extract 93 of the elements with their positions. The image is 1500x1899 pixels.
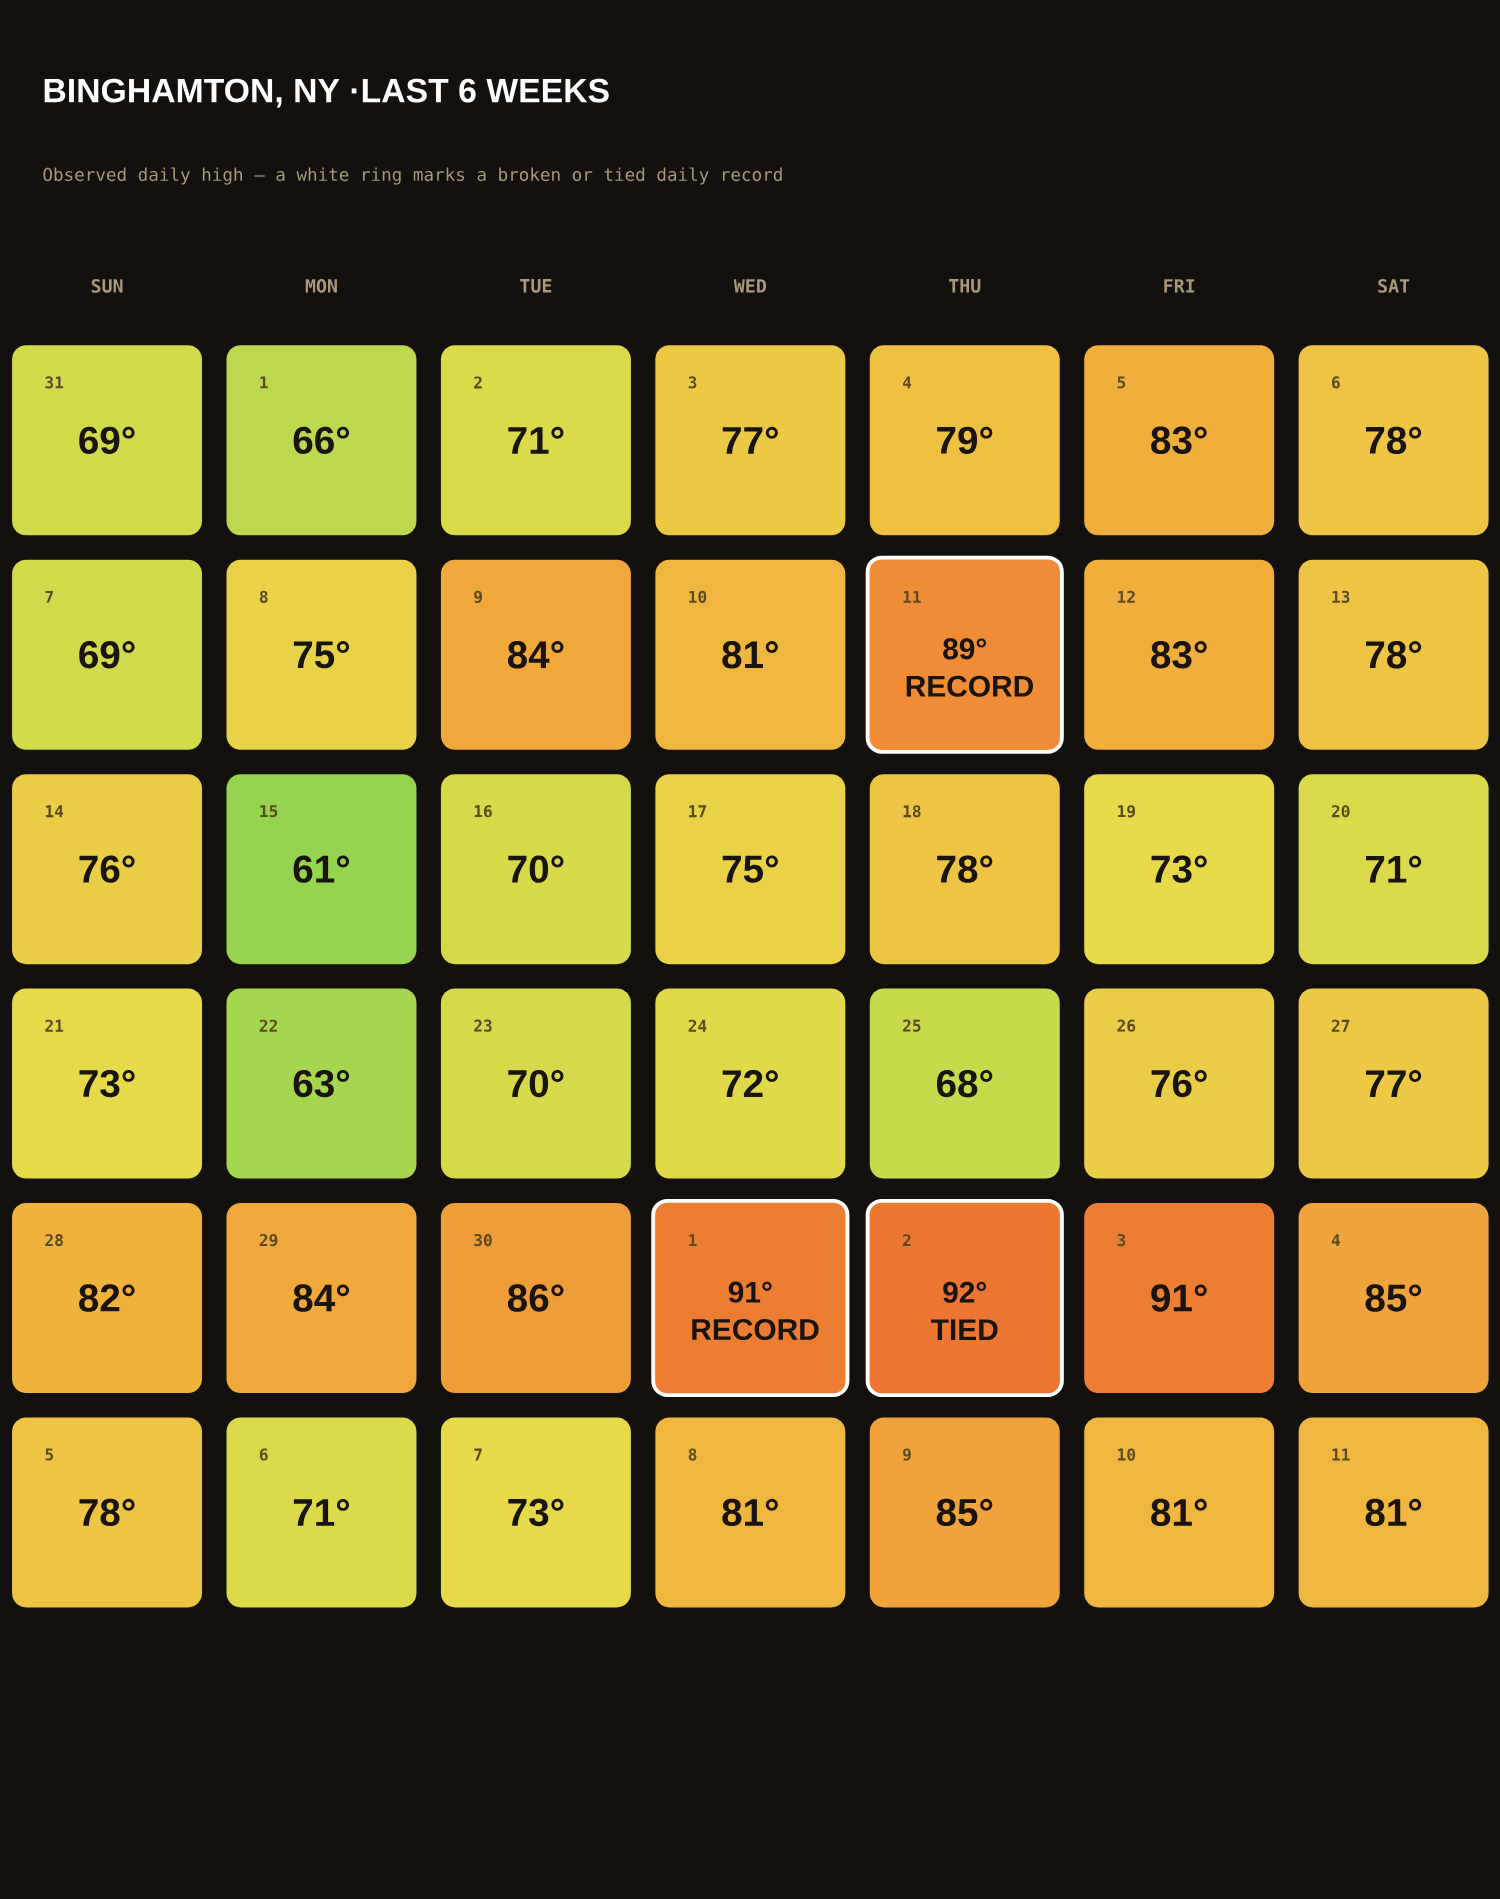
data-label: 72° (722, 1070, 778, 1098)
annotation: 1 (260, 376, 268, 389)
annotation: 25 (903, 1019, 921, 1032)
annotation: 10 (689, 590, 707, 603)
annotation: 9 (474, 590, 482, 603)
data-label: 85° (936, 1498, 993, 1527)
annotation: 3 (1117, 1234, 1126, 1247)
data-label: 81° (1151, 1498, 1207, 1527)
annotation: 18 (903, 805, 921, 818)
annotation: 30 (474, 1234, 492, 1247)
data-label: 70° (508, 855, 564, 883)
chart-subtitle: Observed daily high — a white ring marks a broken or tied daily record (43, 167, 782, 185)
annotation: 2 (474, 376, 482, 389)
annotation: 11 (903, 590, 921, 603)
data-label: 76° (79, 855, 135, 883)
data-label: 69° (79, 426, 135, 454)
annotation: 7 (474, 1448, 482, 1461)
data-label: 81° (722, 641, 778, 669)
data-label: 69° (79, 641, 135, 669)
data-label: 81° (722, 1498, 778, 1527)
data-label: 91° RECORD (692, 1281, 819, 1341)
data-label: 78° (937, 855, 993, 883)
annotation: 10 (1118, 1448, 1136, 1461)
annotation: 4 (902, 376, 912, 389)
data-label: 83° (1151, 426, 1207, 455)
data-label: 71° (293, 1498, 350, 1526)
data-label: 78° (79, 1498, 135, 1527)
x-tick-label: THU (949, 279, 981, 293)
data-label: 83° (1151, 641, 1207, 669)
x-tick-label: SUN (91, 278, 123, 293)
data-label: 75° (722, 855, 778, 883)
x-tick-label: FRI (1164, 279, 1195, 293)
data-label: 85° (1365, 1284, 1422, 1312)
annotation: 1 (689, 1234, 697, 1246)
x-tick-label: WED (733, 279, 767, 293)
data-label: 75° (293, 641, 350, 669)
data-label: 79° (937, 426, 993, 454)
data-label: 61° (293, 855, 350, 883)
annotation: 8 (259, 590, 268, 603)
annotation: 2 (903, 1234, 911, 1247)
annotation: 27 (1331, 1019, 1350, 1032)
data-label: 73° (508, 1498, 564, 1527)
data-label: 66° (293, 426, 350, 454)
annotation: 22 (259, 1019, 277, 1032)
annotation: 29 (259, 1233, 278, 1247)
annotation: 20 (1331, 805, 1350, 818)
annotation: 5 (45, 1448, 54, 1461)
data-label: 77° (722, 426, 778, 454)
data-label: 71° (1366, 855, 1422, 883)
annotation: 28 (45, 1234, 63, 1247)
data-label: 86° (507, 1284, 564, 1312)
annotation: 6 (1332, 376, 1340, 389)
annotation: 4 (1331, 1234, 1340, 1246)
data-label: 73° (79, 1069, 135, 1098)
data-label: 84° (507, 641, 564, 669)
annotation: 3 (688, 376, 697, 389)
data-label: 73° (1151, 855, 1207, 883)
annotation: 11 (1332, 1448, 1350, 1461)
x-tick-label: TUE (520, 279, 552, 293)
data-label: 63° (293, 1069, 350, 1098)
annotation: 8 (688, 1448, 697, 1461)
data-label: 70° (508, 1069, 564, 1098)
annotation: 24 (688, 1019, 707, 1032)
data-label: 91° (1151, 1284, 1207, 1312)
data-label: 84° (293, 1284, 350, 1312)
data-label: 68° (936, 1069, 993, 1098)
data-label: 78° (1366, 641, 1422, 669)
annotation: 13 (1332, 590, 1350, 603)
data-label: 82° (79, 1284, 135, 1312)
annotation: 26 (1117, 1019, 1136, 1032)
data-label: 89° RECORD (906, 638, 1034, 697)
annotation: 21 (45, 1019, 64, 1032)
annotation: 31 (45, 376, 64, 389)
data-label: 81° (1365, 1498, 1422, 1527)
annotation: 9 (903, 1448, 911, 1461)
annotation: 7 (45, 590, 53, 603)
data-label: 76° (1151, 1069, 1207, 1098)
chart-title: BINGHAMTON, NY ·LAST 6 WEEKS (44, 78, 609, 108)
annotation: 23 (474, 1019, 492, 1032)
annotation: 6 (259, 1448, 268, 1461)
annotation: 5 (1117, 376, 1126, 389)
annotation: 16 (474, 805, 492, 818)
data-label: 78° (1366, 426, 1422, 454)
x-tick-label: SAT (1378, 278, 1410, 293)
data-label: 71° (508, 426, 564, 454)
annotation: 14 (45, 805, 64, 818)
annotation: 17 (689, 805, 706, 818)
annotation: 15 (260, 805, 278, 818)
data-label: 77° (1366, 1070, 1422, 1098)
x-tick-label: MON (305, 278, 337, 293)
data-label: 92° TIED (931, 1281, 998, 1340)
annotation: 19 (1118, 805, 1136, 818)
annotation: 12 (1118, 590, 1135, 603)
